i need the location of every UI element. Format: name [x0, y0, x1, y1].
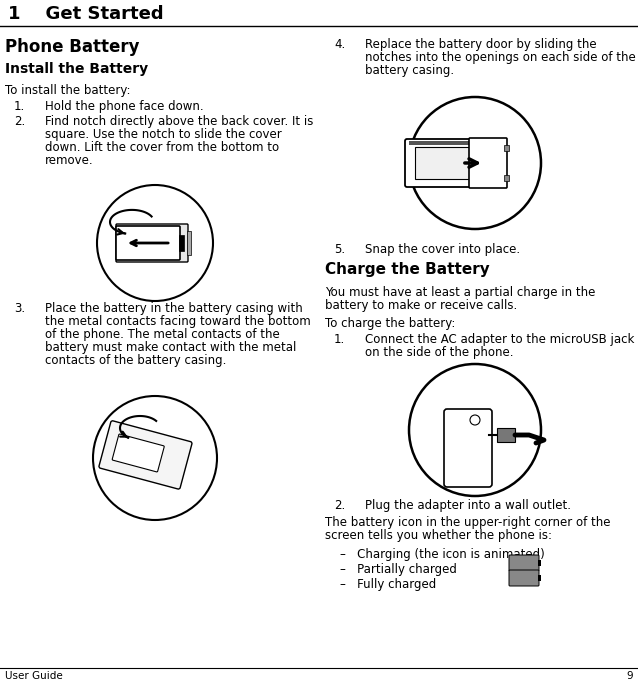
FancyBboxPatch shape: [116, 226, 180, 260]
FancyBboxPatch shape: [469, 138, 507, 188]
Text: Connect the AC adapter to the microUSB jack: Connect the AC adapter to the microUSB j…: [365, 333, 634, 346]
Text: Install the Battery: Install the Battery: [5, 62, 148, 76]
Text: screen tells you whether the phone is:: screen tells you whether the phone is:: [325, 529, 552, 542]
Bar: [497, 428, 515, 442]
Text: Plug the adapter into a wall outlet.: Plug the adapter into a wall outlet.: [365, 499, 571, 512]
Text: 9: 9: [627, 671, 633, 681]
Bar: [187, 231, 191, 255]
FancyBboxPatch shape: [509, 570, 539, 586]
Text: Snap the cover into place.: Snap the cover into place.: [365, 243, 520, 256]
Bar: [179, 235, 184, 251]
Text: To install the battery:: To install the battery:: [5, 84, 131, 97]
Text: –   Partially charged: – Partially charged: [340, 563, 457, 576]
FancyBboxPatch shape: [405, 139, 504, 187]
Text: You must have at least a partial charge in the: You must have at least a partial charge …: [325, 286, 595, 299]
Text: contacts of the battery casing.: contacts of the battery casing.: [45, 354, 226, 367]
Circle shape: [409, 364, 541, 496]
Text: 2.: 2.: [14, 115, 26, 128]
Text: –   Fully charged: – Fully charged: [340, 578, 436, 591]
Bar: [504, 145, 509, 151]
Bar: [415, 147, 480, 179]
Text: remove.: remove.: [45, 154, 94, 167]
Text: down. Lift the cover from the bottom to: down. Lift the cover from the bottom to: [45, 141, 279, 154]
Circle shape: [93, 396, 217, 520]
Text: Phone Battery: Phone Battery: [5, 38, 140, 56]
Text: square. Use the notch to slide the cover: square. Use the notch to slide the cover: [45, 128, 282, 141]
Text: The battery icon in the upper-right corner of the: The battery icon in the upper-right corn…: [325, 516, 611, 529]
Text: 1.: 1.: [334, 333, 345, 346]
Bar: [504, 175, 509, 181]
Text: Hold the phone face down.: Hold the phone face down.: [45, 100, 204, 113]
Text: Replace the battery door by sliding the: Replace the battery door by sliding the: [365, 38, 597, 51]
Circle shape: [409, 97, 541, 229]
Text: on the side of the phone.: on the side of the phone.: [365, 346, 514, 359]
Circle shape: [97, 185, 213, 301]
Text: Place the battery in the battery casing with: Place the battery in the battery casing …: [45, 302, 303, 315]
FancyBboxPatch shape: [444, 409, 492, 487]
Text: 2.: 2.: [334, 499, 345, 512]
Text: Find notch directly above the back cover. It is: Find notch directly above the back cover…: [45, 115, 313, 128]
Bar: [538, 575, 541, 581]
FancyBboxPatch shape: [99, 421, 192, 489]
Text: 5.: 5.: [334, 243, 345, 256]
Circle shape: [470, 415, 480, 425]
Text: of the phone. The metal contacts of the: of the phone. The metal contacts of the: [45, 328, 279, 341]
Text: 3.: 3.: [14, 302, 25, 315]
Text: 4.: 4.: [334, 38, 345, 51]
Text: notches into the openings on each side of the: notches into the openings on each side o…: [365, 51, 635, 64]
Text: battery to make or receive calls.: battery to make or receive calls.: [325, 299, 517, 312]
Bar: [538, 560, 541, 566]
Text: To charge the battery:: To charge the battery:: [325, 317, 456, 330]
Bar: [409, 141, 500, 145]
Text: 1    Get Started: 1 Get Started: [8, 5, 163, 23]
FancyBboxPatch shape: [112, 434, 164, 472]
FancyBboxPatch shape: [116, 224, 188, 262]
Text: battery casing.: battery casing.: [365, 64, 454, 77]
FancyBboxPatch shape: [509, 555, 539, 571]
Text: User Guide: User Guide: [5, 671, 63, 681]
Text: –   Charging (the icon is animated): – Charging (the icon is animated): [340, 548, 545, 561]
Text: the metal contacts facing toward the bottom: the metal contacts facing toward the bot…: [45, 315, 311, 328]
Text: Charge the Battery: Charge the Battery: [325, 262, 490, 277]
Text: 1.: 1.: [14, 100, 26, 113]
Text: battery must make contact with the metal: battery must make contact with the metal: [45, 341, 297, 354]
